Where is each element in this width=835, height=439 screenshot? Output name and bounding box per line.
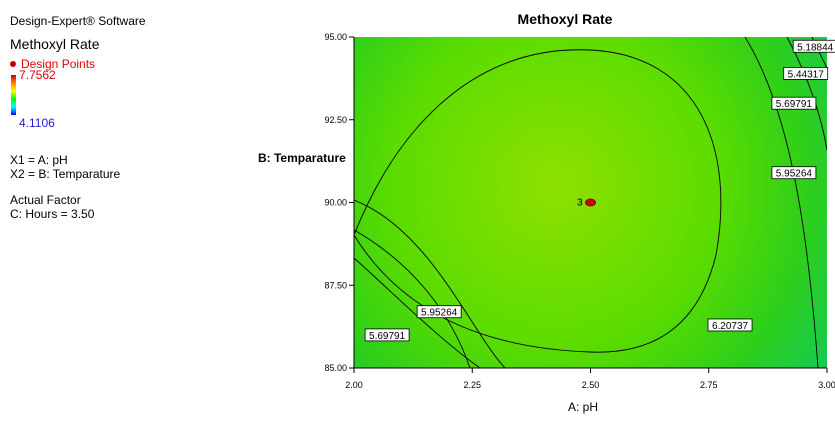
contour-line-4 — [354, 229, 471, 368]
contour-label-box-2 — [783, 67, 829, 80]
y-tick-label-2: 87.50 — [324, 280, 347, 290]
contour-label-2: 5.44317 — [788, 69, 825, 80]
response-name: Methoxyl Rate — [10, 36, 100, 52]
contour-line-3 — [354, 199, 506, 368]
legend-panel: Design-Expert® Software Methoxyl Rate De… — [10, 14, 146, 221]
x-tick-label-3: 2.50 — [582, 380, 600, 390]
x-tick-label-5: 3.00 — [818, 380, 835, 390]
x-tick-label-1: 2.00 — [345, 380, 363, 390]
x-axis-label: A: pH — [568, 400, 599, 414]
colorbar-min: 4.1106 — [19, 116, 55, 130]
contour-label-7: 6.20737 — [712, 321, 749, 332]
contour-labels: 5.18844 5.44317 5.69791 5.95264 5.95264 5.697… — [364, 39, 835, 342]
contour-label-5: 5.95264 — [421, 308, 458, 319]
factor-x2: X2 = B: Temparature — [10, 167, 121, 181]
y-tick-label-3: 90.00 — [324, 198, 347, 208]
y-axis-label: B: Temparature — [258, 151, 346, 165]
software-name: Design-Expert® Software — [10, 14, 146, 28]
design-point-count-1: 3 — [577, 198, 583, 209]
colorbar-max: 7.7562 — [19, 68, 56, 82]
design-points-legend: Design Points — [10, 57, 146, 71]
actual-factor-value: C: Hours = 3.50 — [10, 207, 95, 221]
contour-label-6: 5.69791 — [369, 331, 406, 342]
y-tick-label-1: 85.00 — [324, 363, 347, 373]
factor-list: X1 = A: pH X2 = B: Temparature — [10, 153, 146, 181]
x-tick-label-4: 2.75 — [700, 380, 718, 390]
contour-label-box-4 — [771, 166, 817, 180]
contour-label-box-7 — [707, 318, 753, 332]
contour-label-box-5 — [416, 305, 462, 319]
factor-x1: X1 = A: pH — [10, 153, 68, 167]
contour-label-box-3 — [771, 96, 817, 110]
contour-label-box-1 — [792, 39, 835, 53]
design-point-dot-icon — [10, 61, 16, 67]
contour-label-box-6 — [364, 328, 410, 342]
contour-label-3: 5.69791 — [776, 99, 813, 110]
y-tick-label-4: 92.50 — [324, 115, 347, 125]
design-point-1 — [585, 198, 596, 207]
x-tick-label-2: 2.25 — [463, 380, 481, 390]
actual-factor: Actual Factor C: Hours = 3.50 — [10, 193, 146, 221]
contour-label-4: 5.95264 — [776, 169, 813, 180]
actual-factor-title: Actual Factor — [10, 193, 81, 207]
design-points-label: Design Points — [21, 57, 96, 71]
chart-title: Methoxyl Rate — [517, 11, 613, 27]
colorbar-gradient — [11, 75, 16, 115]
contour-line-1 — [354, 49, 722, 353]
y-tick-label-5: 95.00 — [324, 32, 347, 42]
colorbar-legend: 7.7562 4.1106 — [10, 68, 146, 130]
contour-label-1: 5.18844 — [797, 42, 834, 53]
